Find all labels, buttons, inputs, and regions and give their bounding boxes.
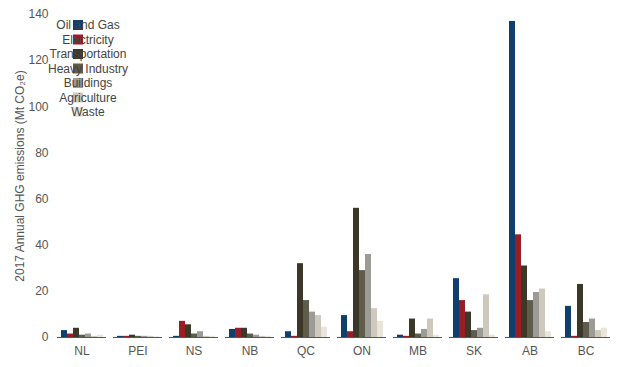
svg-text:NS: NS <box>186 344 203 358</box>
svg-text:Oil and Gas: Oil and Gas <box>56 18 119 32</box>
svg-text:0: 0 <box>42 330 49 344</box>
svg-text:Heavy Industry: Heavy Industry <box>48 62 128 76</box>
svg-text:Transportation: Transportation <box>50 47 127 61</box>
svg-text:40: 40 <box>35 238 49 252</box>
svg-text:Buildings: Buildings <box>64 76 113 90</box>
svg-text:2017 Annual GHG emissions (Mt: 2017 Annual GHG emissions (Mt CO₂e) <box>13 70 27 281</box>
svg-text:Waste: Waste <box>71 105 105 119</box>
svg-text:MB: MB <box>409 344 427 358</box>
svg-text:140: 140 <box>28 7 48 21</box>
svg-text:PEI: PEI <box>128 344 147 358</box>
svg-text:BC: BC <box>578 344 595 358</box>
svg-text:80: 80 <box>35 146 49 160</box>
svg-text:Electricity: Electricity <box>62 33 113 47</box>
svg-text:NB: NB <box>242 344 259 358</box>
svg-text:20: 20 <box>35 284 49 298</box>
svg-text:AB: AB <box>522 344 538 358</box>
svg-text:ON: ON <box>353 344 371 358</box>
svg-text:60: 60 <box>35 192 49 206</box>
svg-text:Agriculture: Agriculture <box>59 91 117 105</box>
svg-text:120: 120 <box>28 53 48 67</box>
svg-text:QC: QC <box>297 344 315 358</box>
svg-text:NL: NL <box>74 344 90 358</box>
svg-text:SK: SK <box>466 344 482 358</box>
svg-text:100: 100 <box>28 100 48 114</box>
